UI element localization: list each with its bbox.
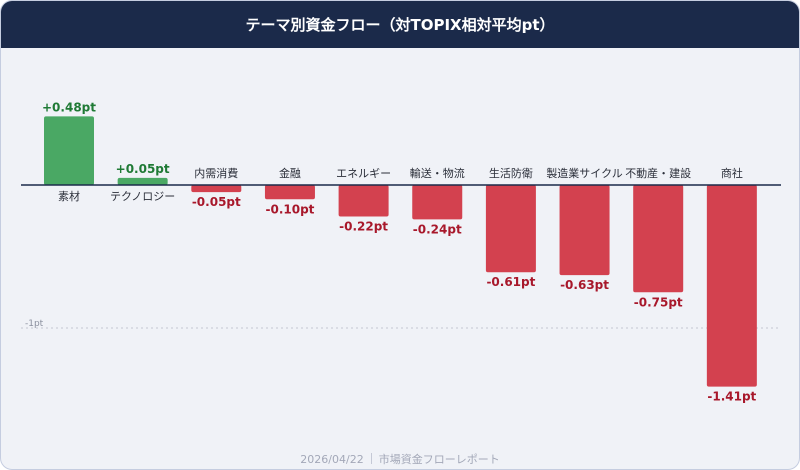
category-label: 製造業サイクル: [546, 166, 622, 180]
footer-date: 2026/04/22: [300, 453, 364, 466]
category-label: 商社: [721, 166, 743, 180]
bar: [191, 185, 242, 193]
data-label: -0.63pt: [560, 278, 609, 292]
bar: [412, 185, 463, 220]
footer-divider: [370, 453, 372, 464]
chart-title: テーマ別資金フロー（対TOPIX相対平均pt）: [245, 16, 555, 34]
reference-line-label: -1pt: [25, 319, 44, 329]
category-label: 不動産・建設: [625, 166, 691, 180]
category-label: 金融: [279, 166, 301, 180]
header: テーマ別資金フロー（対TOPIX相対平均pt）: [1, 1, 799, 48]
data-label: -1.41pt: [707, 390, 756, 404]
bar: [338, 185, 389, 217]
data-label: -0.22pt: [339, 219, 388, 233]
data-label: +0.05pt: [116, 162, 170, 176]
category-label: 生活防衛: [489, 166, 533, 180]
bar: [633, 185, 684, 293]
bar: [264, 185, 315, 200]
data-label: +0.48pt: [42, 100, 96, 114]
data-label: -0.75pt: [634, 295, 683, 309]
bar: [117, 177, 168, 185]
footer: 2026/04/22 市場資金フローレポート: [1, 451, 799, 467]
category-label: 輸送・物流: [410, 166, 465, 180]
category-label: エネルギー: [336, 167, 391, 180]
bar: [706, 185, 757, 387]
data-label: -0.61pt: [486, 275, 535, 289]
data-label: -0.05pt: [192, 195, 241, 209]
data-label: -0.10pt: [265, 202, 314, 216]
bar: [485, 185, 536, 273]
bar: [559, 185, 610, 276]
bar: [44, 116, 94, 185]
footer-source: 市場資金フローレポート: [378, 453, 500, 466]
category-label: テクノロジー: [110, 190, 175, 203]
category-label: 素材: [58, 189, 80, 203]
category-label: 内需消費: [194, 166, 238, 180]
data-label: -0.24pt: [413, 222, 462, 236]
